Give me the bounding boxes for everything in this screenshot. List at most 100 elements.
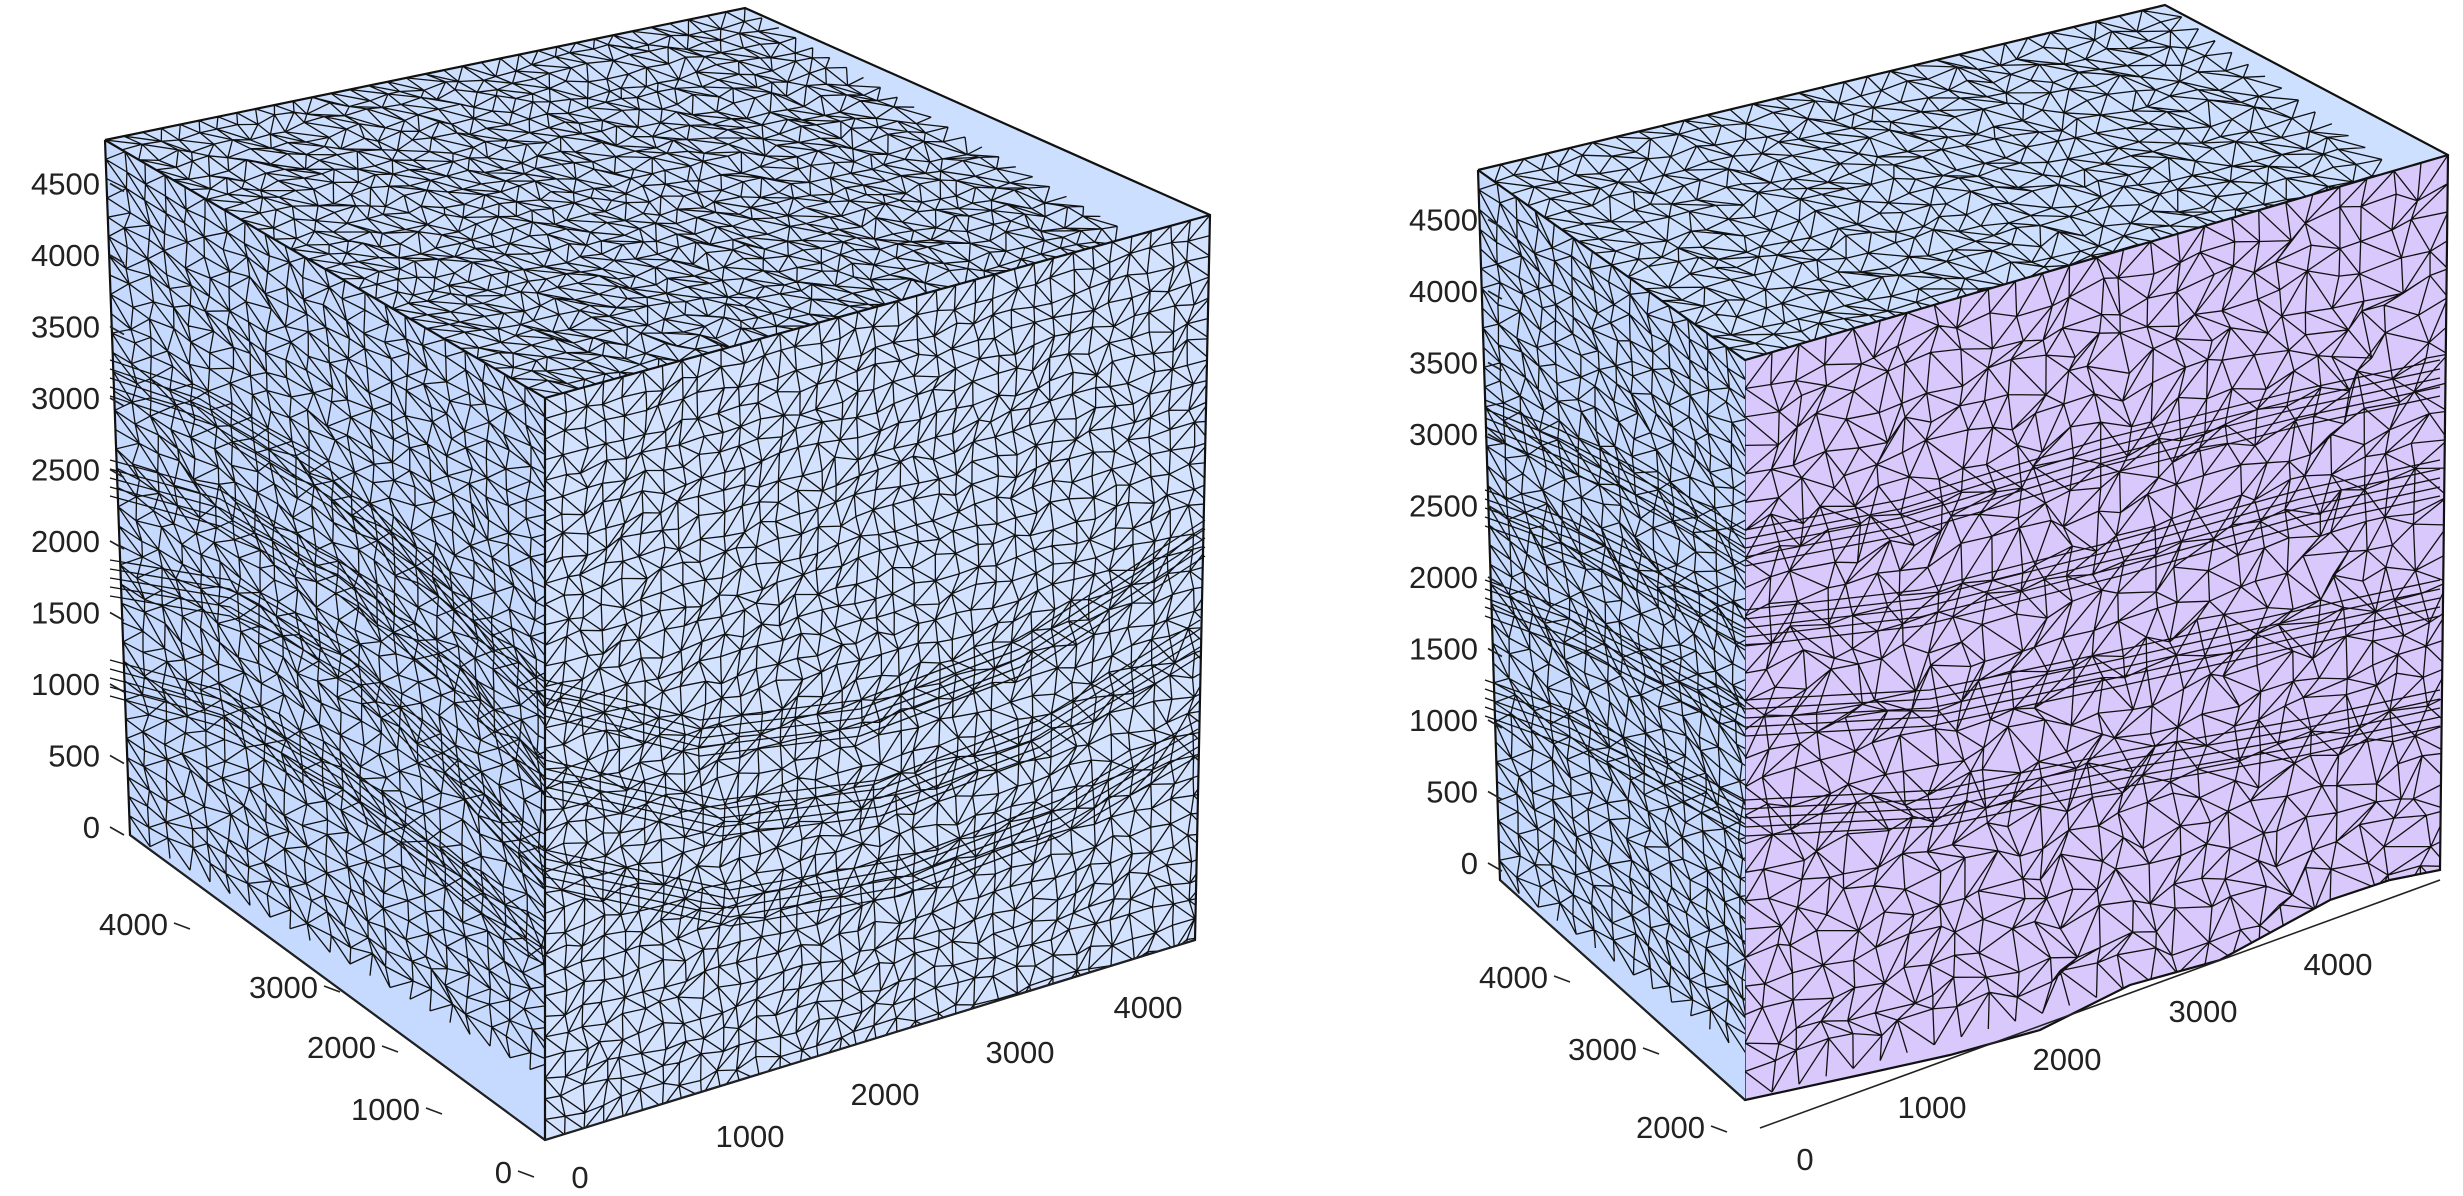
layer-band-line <box>109 677 546 949</box>
layer-band-line <box>109 659 546 931</box>
layer-band-line <box>1744 468 2441 620</box>
y-tick-label: 2000 <box>1636 1110 1705 1145</box>
layer-band-line <box>1744 606 2441 728</box>
z-tick-mark <box>1487 218 1503 229</box>
layer-band-line <box>1744 386 2441 558</box>
layer-band-line <box>1484 507 1746 629</box>
y-tick-label: 1000 <box>351 1092 420 1127</box>
x-axis-line <box>1759 879 2441 1129</box>
y-tick-mark <box>1553 975 1571 983</box>
layer-band-line <box>1484 435 1746 567</box>
y-axis-line <box>1499 879 1746 1101</box>
layer-band-line <box>1484 615 1746 737</box>
layer-band-line <box>1744 486 2441 638</box>
layer-band-line <box>1744 588 2441 710</box>
layer-band-line <box>1484 597 1746 719</box>
y-tick-label: 4000 <box>99 907 168 942</box>
y-tick-mark <box>1710 1125 1728 1133</box>
z-tick-mark <box>109 325 125 336</box>
y-tick-label: 2000 <box>307 1030 376 1065</box>
layer-band-line <box>1744 579 2441 701</box>
y-tick-mark <box>381 1045 399 1053</box>
layer-band-line <box>1744 377 2441 549</box>
z-tick-mark <box>1487 361 1503 372</box>
z-tick-label: 500 <box>48 739 100 774</box>
layer-band-line <box>544 619 1201 801</box>
left-face <box>105 140 545 1140</box>
layer-band-line <box>109 477 546 779</box>
layer-band-line <box>109 559 546 851</box>
y-tick-mark <box>517 1170 535 1178</box>
layer-band-line <box>1744 725 2441 837</box>
layer-band-line <box>109 359 546 681</box>
z-tick-label: 1500 <box>1409 632 1478 667</box>
layer-band-line <box>1484 679 1746 801</box>
z-tick-mark <box>109 611 125 622</box>
layer-band-line <box>544 519 1206 721</box>
z-tick-mark <box>109 540 125 550</box>
y-tick-mark <box>323 985 341 993</box>
z-tick-mark <box>109 683 125 693</box>
y-tick-label: 3000 <box>1568 1032 1637 1067</box>
cut-mesh-cube <box>1476 3 2450 1102</box>
z-tick-label: 4000 <box>31 238 100 273</box>
layer-bands <box>109 359 1206 967</box>
layer-band-line <box>544 728 1199 900</box>
layer-band-line <box>1484 516 1746 638</box>
axes-left: 0 500 1000 1500 2000 2500 3000 3500 4000 4500 0 100… <box>31 167 1196 1195</box>
layer-band-line <box>1484 688 1746 810</box>
x-tick-label: 0 <box>571 1160 588 1191</box>
x-tick-label: 0 <box>1796 1142 1813 1177</box>
z-tick-mark <box>109 826 125 836</box>
x-tick-label: 2000 <box>2033 1042 2102 1077</box>
x-tick-label: 1000 <box>716 1119 785 1154</box>
z-tick-mark <box>1487 790 1503 801</box>
layer-band-line <box>1484 606 1746 728</box>
layer-band-line <box>109 668 546 940</box>
z-tick-mark <box>109 397 125 407</box>
z-tick-label: 500 <box>1426 775 1478 810</box>
layer-band-line <box>109 577 546 869</box>
layer-band-line <box>1744 459 2441 611</box>
layer-band-line <box>1484 579 1746 701</box>
axes-right: 0 500 1000 1500 2000 2500 3000 3500 4000 4500 2000… <box>1409 203 2441 1177</box>
layer-band-line <box>109 386 546 708</box>
layer-band-line <box>544 555 1206 757</box>
layer-band-line <box>109 395 546 717</box>
y-tick-label: 3000 <box>249 970 318 1005</box>
z-tick-mark <box>1487 504 1503 515</box>
z-tick-label: 3500 <box>31 310 100 345</box>
x-tick-label: 1000 <box>1898 1090 1967 1125</box>
x-axis-line <box>544 939 1196 1141</box>
z-tick-mark <box>109 754 125 765</box>
layer-band-line <box>1484 706 1746 828</box>
layer-band-line <box>109 459 546 761</box>
layer-band-line <box>1744 359 2441 531</box>
x-tick-label: 4000 <box>1114 990 1183 1025</box>
z-tick-label: 1000 <box>1409 703 1478 738</box>
layer-band-line <box>1484 426 1746 558</box>
layer-band-line <box>1744 368 2441 540</box>
z-tick-label: 3000 <box>1409 417 1478 452</box>
y-tick-mark <box>425 1107 443 1115</box>
layer-band-line <box>1744 477 2441 629</box>
x-tick-label: 3000 <box>986 1035 1055 1070</box>
top-face <box>105 8 1210 398</box>
layer-band-line <box>109 368 546 690</box>
layer-band-line <box>1744 716 2441 828</box>
layer-band-line <box>1744 698 2441 810</box>
layer-band-line <box>1484 525 1746 647</box>
layer-band-line <box>544 755 1199 927</box>
layer-band-line <box>544 637 1201 819</box>
layer-band-line <box>1484 697 1746 819</box>
layer-band-line <box>544 628 1201 810</box>
layer-band-line <box>109 486 546 788</box>
y-tick-mark <box>173 922 191 930</box>
z-tick-label: 1500 <box>31 596 100 631</box>
z-tick-label: 2500 <box>1409 489 1478 524</box>
layer-band-line <box>1744 707 2441 819</box>
y-tick-label: 0 <box>495 1155 512 1190</box>
cube-front-edge <box>1477 153 2449 362</box>
